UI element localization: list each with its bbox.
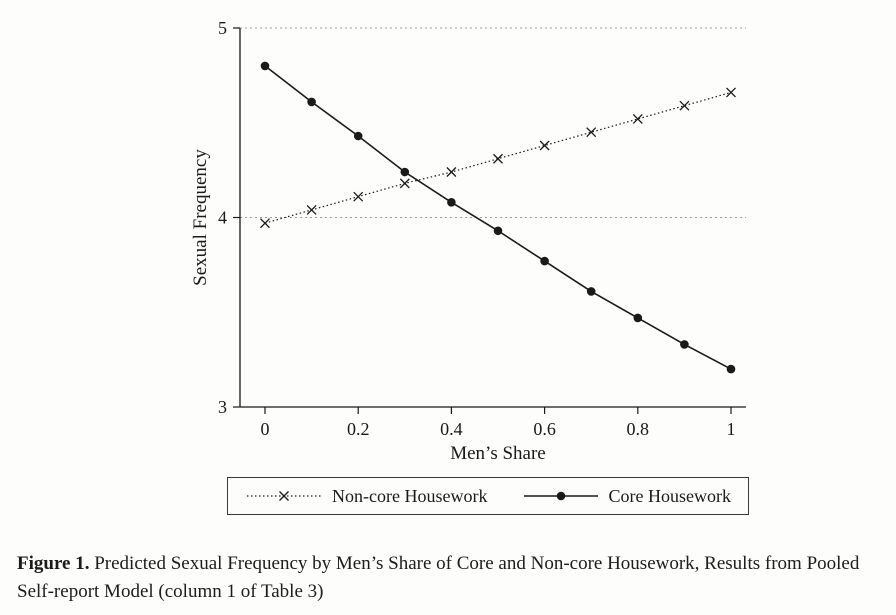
circle-marker-icon xyxy=(307,97,316,107)
circle-marker-solid-line-icon xyxy=(523,491,598,501)
figure-caption-label: Figure 1. xyxy=(17,553,90,574)
chart-legend: Non-core Housework Core Housework xyxy=(227,477,749,515)
x-marker-icon xyxy=(353,191,364,202)
series-line-0 xyxy=(264,91,732,224)
x-tick-label: 0.8 xyxy=(627,419,650,439)
circle-marker-icon xyxy=(680,340,689,349)
x-marker-dotted-line-icon xyxy=(247,491,322,501)
circle-marker-icon xyxy=(540,256,549,266)
x-marker-icon xyxy=(539,140,550,151)
x-marker-icon xyxy=(632,114,643,124)
circle-marker-icon xyxy=(353,131,363,141)
y-axis-label: Sexual Frequency xyxy=(190,149,211,286)
x-marker-icon xyxy=(399,178,410,189)
x-axis-label: Men’s Share xyxy=(450,443,546,462)
legend-entry-noncore: Non-core Housework xyxy=(245,486,487,507)
x-marker-icon xyxy=(586,127,597,138)
x-tick-label: 0.6 xyxy=(533,419,556,439)
y-tick-label: 5 xyxy=(218,18,227,38)
circle-marker-icon xyxy=(493,226,503,236)
figure-caption-text: Predicted Sexual Frequency by Men’s Shar… xyxy=(17,553,860,602)
x-tick-label: 1 xyxy=(727,419,736,439)
x-tick-label: 0 xyxy=(261,419,270,439)
figure-chart: 3 4 5 0 0.2 0.4 0.6 0.8 1 Men’s Share Sexual Frequ… xyxy=(190,18,746,464)
legend-entry-core: Core Housework xyxy=(522,486,731,507)
x-marker-icon xyxy=(493,153,503,164)
y-tick-label: 3 xyxy=(218,397,227,417)
circle-marker-icon xyxy=(447,198,456,207)
circle-marker-icon xyxy=(400,167,410,177)
circle-marker-icon xyxy=(586,287,596,296)
x-tick-label: 0.4 xyxy=(440,419,463,439)
legend-label-core: Core Housework xyxy=(608,485,731,506)
x-marker-icon xyxy=(679,100,690,111)
circle-marker-icon xyxy=(260,61,270,71)
x-marker-icon xyxy=(260,218,270,229)
y-tick-label: 4 xyxy=(218,208,227,228)
x-tick-label: 0.2 xyxy=(347,419,370,439)
x-marker-icon xyxy=(726,87,736,98)
x-marker-icon xyxy=(446,167,457,177)
figure-caption: Figure 1. Predicted Sexual Frequency by … xyxy=(17,550,889,605)
circle-marker-icon xyxy=(726,364,736,374)
chart-canvas: 3 4 5 0 0.2 0.4 0.6 0.8 1 Men’s Share Sexual Frequ… xyxy=(190,18,746,464)
x-marker-icon xyxy=(306,204,317,215)
circle-marker-icon xyxy=(633,313,643,323)
legend-label-noncore: Non-core Housework xyxy=(332,485,488,506)
